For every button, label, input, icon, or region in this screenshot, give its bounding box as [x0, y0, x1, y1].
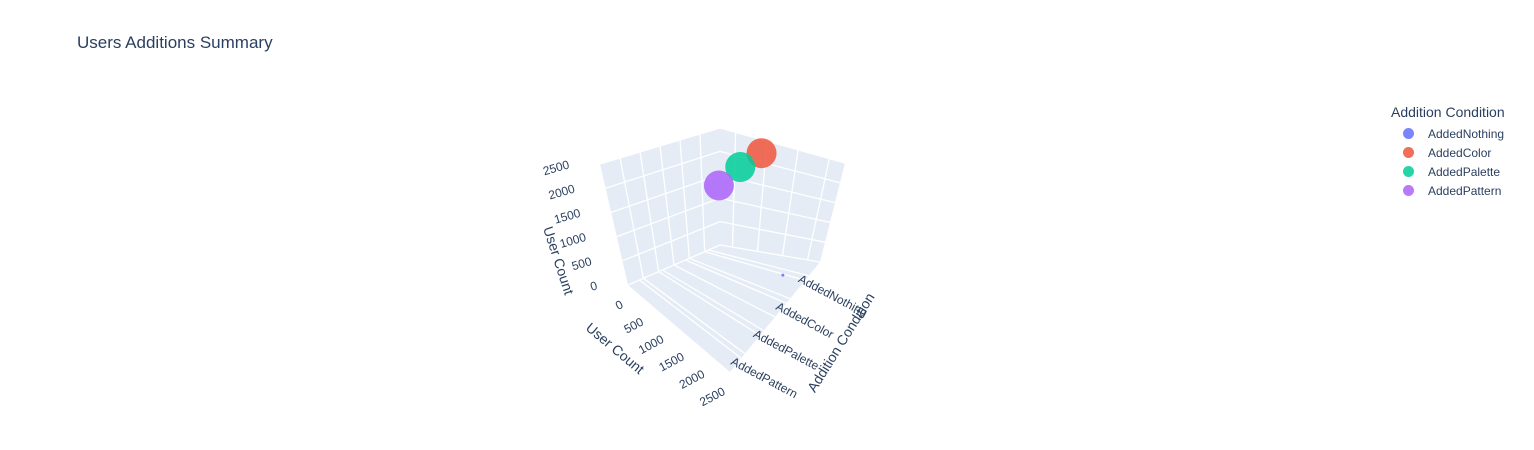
- y-gridline: [658, 271, 761, 336]
- x-tick-label: AddedPattern: [729, 354, 800, 401]
- x-gridline: [685, 259, 787, 304]
- right-wall: [720, 128, 845, 262]
- legend-label: AddedNothing: [1428, 126, 1505, 141]
- y-gridline: [619, 157, 644, 279]
- x-gridline: [781, 149, 799, 256]
- x-gridline: [731, 132, 737, 248]
- z-gridline: [719, 127, 846, 164]
- x-gridline: [708, 249, 809, 277]
- floor: [628, 245, 820, 372]
- legend-item-addedpalette[interactable]: AddedPalette: [1403, 162, 1505, 181]
- point-addedpalette[interactable]: [725, 152, 756, 183]
- legend-title: Addition Condition: [1391, 104, 1505, 120]
- z-gridline: [719, 220, 826, 243]
- x-tick-label: AddedColor: [774, 299, 837, 341]
- z-tick-label: 2500: [541, 157, 571, 178]
- x-gridline: [662, 269, 765, 332]
- z-tick-label: 1500: [552, 206, 582, 227]
- legend-label: AddedColor: [1428, 145, 1492, 160]
- legend-label: AddedPattern: [1428, 183, 1502, 198]
- legend-item-addednothing[interactable]: AddedNothing: [1403, 124, 1505, 143]
- y-tick-label: 1000: [636, 332, 666, 357]
- y-tick-label: 500: [622, 315, 647, 337]
- legend: Addition Condition AddedNothing AddedColo…: [1391, 104, 1505, 200]
- y-gridline: [673, 264, 776, 318]
- x-gridline: [639, 279, 742, 359]
- z-tick-label: 0: [589, 278, 600, 293]
- point-addednothing[interactable]: [781, 273, 785, 277]
- legend-item-addedpattern[interactable]: AddedPattern: [1403, 181, 1505, 200]
- z-gridline: [719, 244, 821, 263]
- y-tick-label: 2500: [697, 384, 727, 409]
- point-addedpattern[interactable]: [703, 170, 734, 201]
- legend-item-addedcolor[interactable]: AddedColor: [1403, 143, 1505, 162]
- y-gridline: [639, 151, 660, 272]
- y-gridline: [659, 145, 675, 266]
- legend-marker-icon: [1403, 147, 1414, 158]
- y-tick-label: 0: [613, 297, 626, 313]
- y-gridline: [689, 257, 791, 300]
- point-addedcolor[interactable]: [746, 138, 777, 169]
- y-gridline: [699, 133, 706, 252]
- y-gridline: [642, 277, 746, 355]
- z-gridline: [719, 197, 831, 224]
- y-gridline: [679, 139, 690, 259]
- z-tick-label: 2000: [547, 182, 577, 203]
- z-tick-label: 500: [570, 254, 593, 273]
- x-tick-label: AddedPalette: [751, 327, 821, 373]
- legend-label: AddedPalette: [1428, 164, 1501, 179]
- legend-marker-icon: [1403, 185, 1414, 196]
- y-gridline: [704, 251, 806, 281]
- data-points[interactable]: [703, 138, 785, 277]
- x-gridline: [806, 158, 831, 261]
- y-tick-label: 1500: [656, 349, 686, 374]
- left-wall: [600, 128, 720, 285]
- chart-title: Users Additions Summary: [77, 33, 273, 52]
- legend-marker-icon: [1403, 166, 1414, 177]
- y-tick-label: 2000: [677, 367, 707, 392]
- legend-marker-icon: [1403, 128, 1414, 139]
- axis-planes: [600, 128, 845, 372]
